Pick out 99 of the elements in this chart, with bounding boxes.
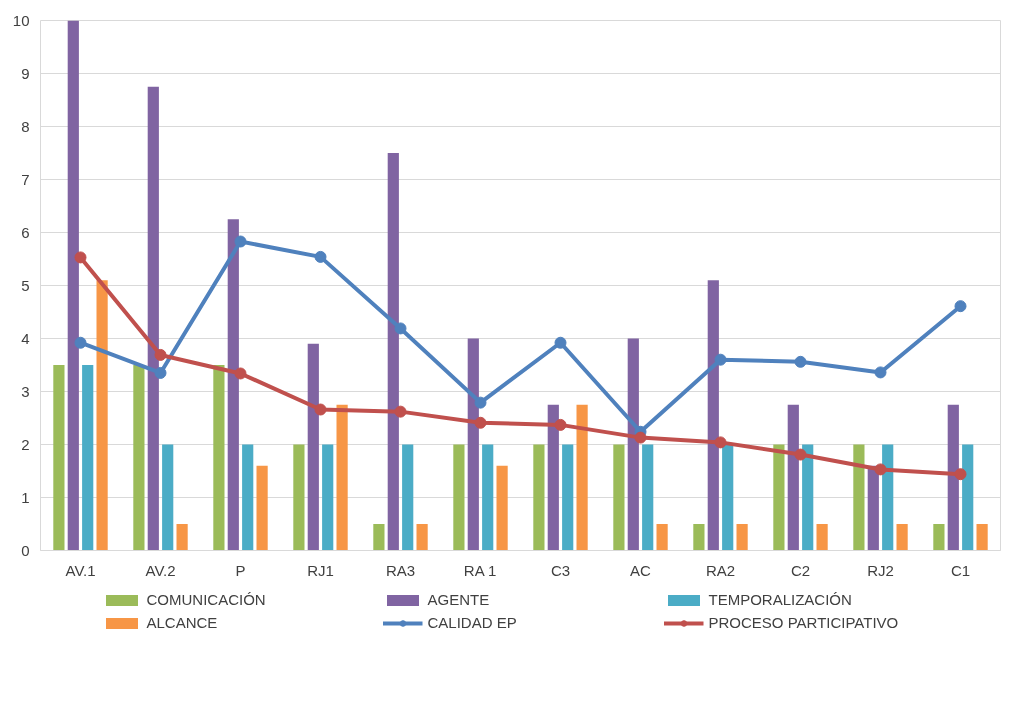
bar — [82, 365, 94, 551]
y-tick-label: 2 — [21, 435, 30, 453]
bar — [853, 444, 865, 551]
point — [234, 235, 247, 248]
bar — [453, 444, 465, 551]
bar — [96, 280, 108, 551]
point — [234, 367, 247, 380]
bar — [736, 524, 748, 551]
y-tick-label: 7 — [21, 170, 30, 188]
point — [554, 418, 567, 431]
point — [474, 416, 487, 429]
bar — [162, 444, 174, 551]
point — [714, 353, 727, 366]
y-tick-label: 1 — [21, 488, 30, 506]
bar — [482, 444, 494, 551]
bar — [562, 444, 574, 551]
bar — [322, 444, 334, 551]
x-tick-label: RA 1 — [463, 561, 497, 579]
bar — [576, 404, 588, 551]
bar — [147, 86, 159, 551]
x-tick-label: C3 — [550, 561, 571, 579]
legend-label: CALIDAD EP — [427, 614, 518, 631]
bar — [642, 444, 654, 551]
point — [954, 468, 967, 481]
bar — [802, 444, 814, 551]
bar — [816, 524, 828, 551]
bar — [53, 365, 65, 551]
bar — [67, 20, 79, 551]
bar — [722, 444, 734, 551]
point — [714, 436, 727, 449]
x-tick-label: AV.1 — [65, 561, 96, 579]
x-tick-label: RA3 — [385, 561, 416, 579]
point — [874, 463, 887, 476]
bar — [293, 444, 305, 551]
bar — [882, 444, 894, 551]
point — [794, 448, 807, 461]
bar — [387, 153, 399, 551]
point — [394, 322, 407, 335]
point — [314, 403, 327, 416]
bar — [693, 524, 705, 551]
bar — [787, 404, 799, 551]
bar — [336, 404, 348, 551]
bar — [467, 338, 479, 551]
x-tick-label: AC — [630, 561, 652, 579]
bar — [176, 524, 188, 551]
bar — [133, 365, 145, 551]
bar — [627, 338, 639, 551]
bar — [373, 524, 385, 551]
y-tick-label: 5 — [21, 276, 30, 294]
legend-label: TEMPORALIZACIÓN — [708, 591, 853, 608]
bar — [533, 444, 545, 551]
y-tick-label: 9 — [21, 64, 30, 82]
point — [394, 405, 407, 418]
y-tick-label: 3 — [21, 382, 30, 400]
x-tick-label: RA2 — [705, 561, 736, 579]
point — [634, 431, 647, 444]
point — [474, 396, 487, 409]
x-tick-label: P — [235, 561, 246, 579]
bar — [933, 524, 945, 551]
bar — [496, 465, 508, 551]
bar — [242, 444, 254, 551]
legend-label: ALCANCE — [146, 614, 219, 631]
bar — [213, 365, 225, 551]
bar — [227, 219, 239, 551]
bar — [256, 465, 268, 551]
bar — [976, 524, 988, 551]
x-tick-label: RJ1 — [307, 561, 334, 579]
point — [154, 348, 167, 361]
bar — [547, 404, 559, 551]
bar — [962, 444, 974, 551]
point — [554, 336, 567, 349]
legend-label: PROCESO PARTICIPATIVO — [708, 614, 900, 631]
x-tick-label: AV.2 — [145, 561, 176, 579]
x-tick-label: RJ2 — [867, 561, 894, 579]
bar — [896, 524, 908, 551]
y-tick-label: 4 — [21, 329, 30, 347]
bar — [707, 280, 719, 551]
legend-label: COMUNICACIÓN — [146, 591, 267, 608]
point — [794, 355, 807, 368]
y-tick-label: 0 — [21, 541, 30, 559]
point — [314, 250, 327, 263]
bar — [947, 404, 959, 551]
legend-label: AGENTE — [427, 591, 491, 608]
bar — [613, 444, 625, 551]
bar — [773, 444, 785, 551]
point — [74, 336, 87, 349]
y-tick-label: 6 — [21, 223, 30, 241]
y-tick-label: 10 — [12, 11, 30, 29]
bar — [656, 524, 668, 551]
point — [954, 300, 967, 313]
point — [74, 251, 87, 264]
x-tick-label: C1 — [950, 561, 971, 579]
point — [874, 366, 887, 379]
bar — [307, 343, 319, 551]
bar — [402, 444, 414, 551]
x-tick-label: C2 — [790, 561, 811, 579]
point — [154, 366, 167, 379]
y-tick-label: 8 — [21, 117, 30, 135]
bar — [416, 524, 428, 551]
